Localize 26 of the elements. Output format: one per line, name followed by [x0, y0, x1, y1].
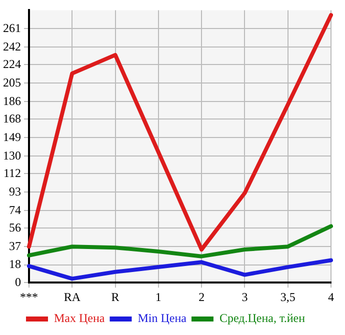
y-tick-label: 18 [9, 257, 21, 272]
x-tick-label: RA [64, 290, 81, 304]
y-tick-label: 149 [3, 130, 21, 144]
x-tick-label: R [111, 290, 120, 304]
y-tick-label: 242 [3, 39, 21, 54]
x-tick-label: 2 [198, 290, 205, 304]
y-tick-label: 112 [3, 166, 21, 180]
x-tick-label: 1 [155, 290, 162, 304]
x-tick-label: 3 [242, 290, 248, 304]
y-tick-label: 130 [3, 148, 21, 162]
y-tick-label: 56 [9, 220, 21, 234]
x-tick-label: 4 [328, 290, 334, 304]
y-tick-label: 168 [3, 111, 21, 126]
y-tick-label: 224 [3, 56, 21, 71]
x-tick-label: *** [20, 290, 38, 304]
y-tick-label: 261 [3, 20, 21, 35]
legend-label: Max Цена [54, 311, 106, 326]
y-tick-label: 37 [9, 238, 21, 253]
legend-label: Сред.Цена, т.йен [219, 311, 306, 326]
x-tick-label: 3,5 [280, 290, 296, 304]
y-tick-label: 186 [3, 94, 21, 108]
legend-label: Min Цена [138, 311, 188, 326]
y-tick-label: 205 [3, 75, 21, 90]
y-tick-label: 93 [9, 184, 21, 198]
y-tick-label: 0 [15, 274, 21, 289]
y-tick-label: 74 [9, 202, 21, 217]
